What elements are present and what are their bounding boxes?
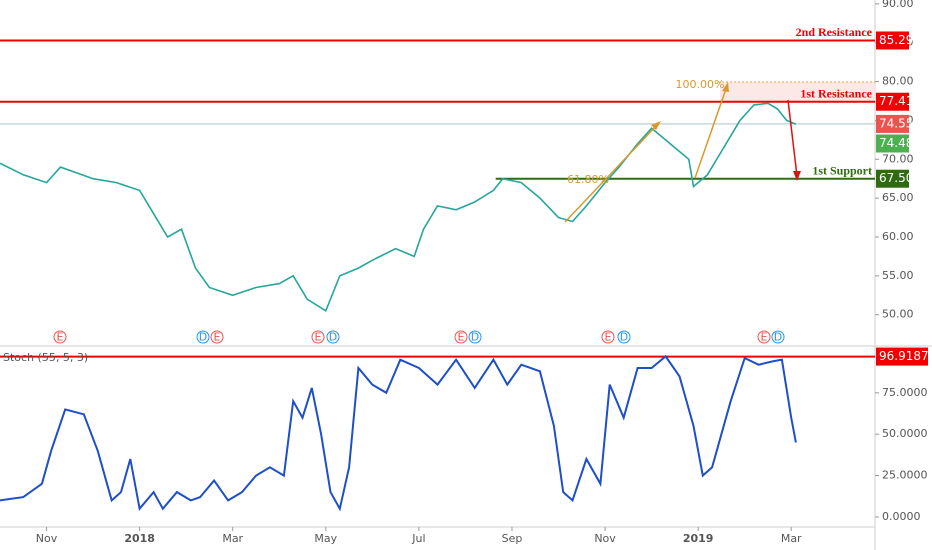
event-label: D bbox=[774, 331, 782, 344]
event-marker bbox=[53, 330, 67, 344]
y-tick-label: 25.0000 bbox=[882, 469, 928, 482]
event-marker bbox=[757, 330, 771, 344]
projection-arrows bbox=[564, 82, 801, 223]
arrow-head bbox=[651, 121, 661, 130]
level-tag bbox=[876, 92, 909, 111]
y-tick-label: 0.0000 bbox=[882, 510, 921, 523]
event-label: E bbox=[761, 331, 768, 344]
indicator-title: Stoch (55, 5, 3) bbox=[3, 351, 88, 364]
x-tick-label: May bbox=[314, 532, 337, 545]
event-marker bbox=[210, 330, 224, 344]
arrow bbox=[564, 123, 659, 223]
level-tag-label: 85.29 bbox=[879, 33, 913, 47]
y-tick-label: 70.00 bbox=[882, 152, 914, 165]
event-label: E bbox=[214, 331, 221, 344]
event-label: D bbox=[329, 331, 337, 344]
arrow-head bbox=[793, 171, 801, 181]
event-marker bbox=[601, 330, 615, 344]
fib-label: 100.00% bbox=[676, 78, 725, 91]
y-tick-label: 50.00 bbox=[882, 308, 914, 321]
event-label: E bbox=[57, 331, 64, 344]
series-line bbox=[0, 102, 797, 312]
arrow-head bbox=[722, 82, 729, 92]
level-label: 2nd Resistance bbox=[796, 25, 873, 39]
event-label: E bbox=[315, 331, 322, 344]
level-tag bbox=[876, 347, 928, 366]
y-tick-label: 60.00 bbox=[882, 230, 914, 243]
y-tick-label: 55.00 bbox=[882, 269, 914, 282]
y-tick-label: 80.00 bbox=[882, 75, 914, 88]
fib-zone bbox=[720, 82, 875, 101]
x-tick-label: 2018 bbox=[124, 532, 155, 545]
x-tick-label: Sep bbox=[502, 532, 523, 545]
event-label: E bbox=[605, 331, 612, 344]
x-tick-label: Nov bbox=[594, 532, 616, 545]
price-tag-label: 74.55 bbox=[879, 116, 913, 130]
event-label: D bbox=[620, 331, 628, 344]
y-tick-label: 65.00 bbox=[882, 191, 914, 204]
x-tick-label: Jul bbox=[411, 532, 425, 545]
event-label: D bbox=[471, 331, 479, 344]
arrow bbox=[787, 99, 798, 177]
y-tick-label: 90.00 bbox=[882, 0, 914, 10]
event-marker bbox=[326, 330, 340, 344]
level-label: 1st Resistance bbox=[800, 86, 872, 100]
level-tag-label: 67.50 bbox=[879, 171, 913, 185]
level-tag-label: 96.9187 bbox=[879, 349, 929, 363]
event-marker bbox=[196, 330, 210, 344]
fib-label: 61.80% bbox=[567, 173, 609, 186]
y-tick-label: 50.0000 bbox=[882, 427, 928, 440]
level-label: 1st Support bbox=[812, 163, 872, 177]
price-tag bbox=[876, 134, 909, 153]
level-tag bbox=[876, 31, 909, 50]
event-marker bbox=[311, 330, 325, 344]
x-tick-label: Nov bbox=[36, 532, 58, 545]
x-tick-label: Mar bbox=[781, 532, 802, 545]
level-tag bbox=[876, 169, 909, 188]
price-tag bbox=[876, 114, 909, 133]
y-tick-label: 75.0000 bbox=[882, 386, 928, 399]
event-label: D bbox=[199, 331, 207, 344]
arrow bbox=[694, 85, 728, 179]
level-tag-label: 77.41 bbox=[879, 94, 913, 108]
event-marker bbox=[454, 330, 468, 344]
event-marker bbox=[468, 330, 482, 344]
x-tick-label: 2019 bbox=[683, 532, 714, 545]
event-marker bbox=[617, 330, 631, 344]
event-label: E bbox=[458, 331, 465, 344]
event-marker bbox=[771, 330, 785, 344]
price-tag-label: 74.48 bbox=[879, 136, 913, 150]
x-tick-label: Mar bbox=[222, 532, 243, 545]
series-line bbox=[0, 354, 797, 512]
